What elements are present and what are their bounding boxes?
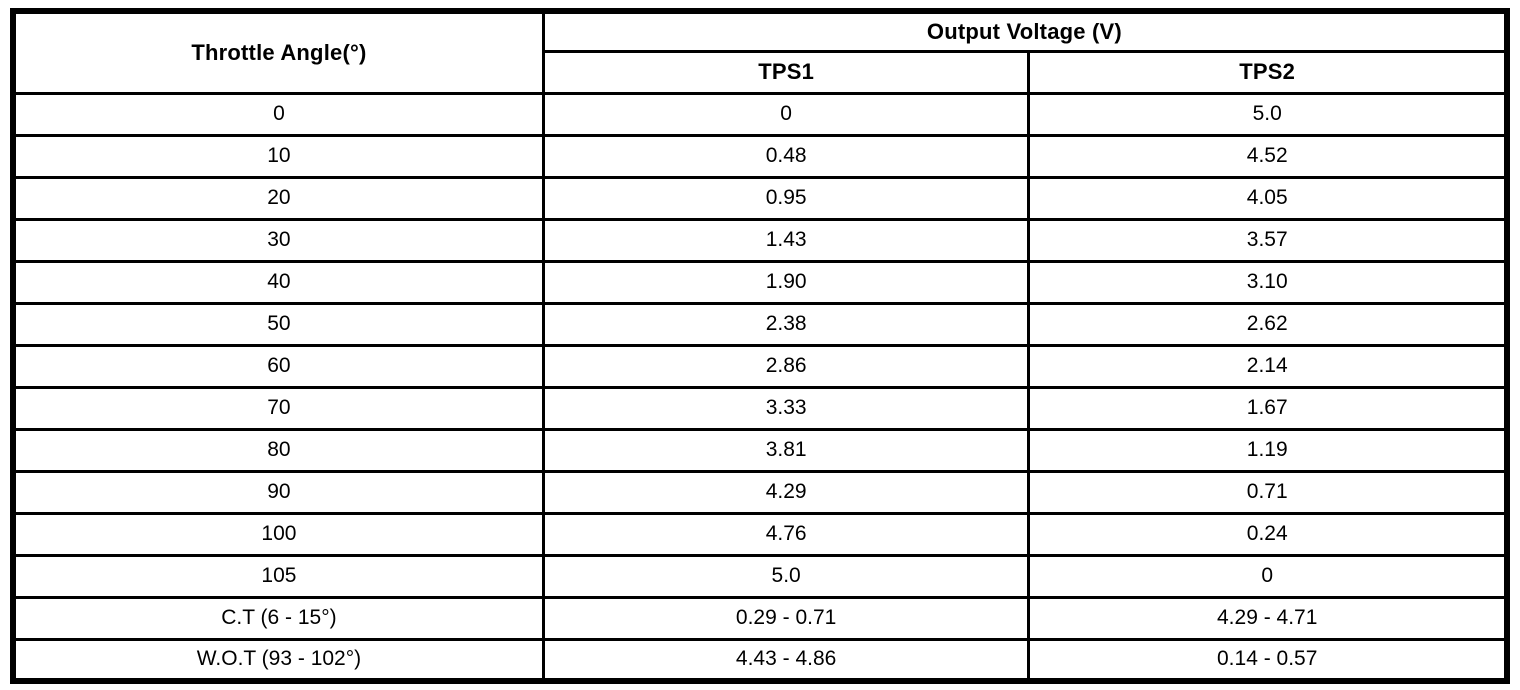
tps2-cell: 0.71: [1027, 469, 1509, 515]
table-row: 20 0.95 4.05: [11, 175, 1509, 221]
table-row: 40 1.90 3.10: [11, 259, 1509, 305]
angle-cell: 0: [11, 91, 545, 137]
table-row: 70 3.33 1.67: [11, 385, 1509, 431]
table-row: 30 1.43 3.57: [11, 217, 1509, 263]
angle-cell: W.O.T (93 - 102°): [11, 637, 545, 683]
tps2-cell: 3.57: [1027, 217, 1509, 263]
table-row: C.T (6 - 15°) 0.29 - 0.71 4.29 - 4.71: [11, 595, 1509, 641]
header-group-row: Throttle Angle(°) Output Voltage (V): [11, 9, 1509, 95]
tps1-cell: 5.0: [541, 553, 1031, 599]
tps2-cell: 2.62: [1027, 301, 1509, 347]
table-row: W.O.T (93 - 102°) 4.43 - 4.86 0.14 - 0.57: [11, 637, 1509, 683]
table-row: 60 2.86 2.14: [11, 343, 1509, 389]
table-row: 105 5.0 0: [11, 553, 1509, 599]
tps1-cell: 1.43: [541, 217, 1031, 263]
throttle-angle-header: Throttle Angle(°): [11, 9, 545, 95]
table-row: 100 4.76 0.24: [11, 511, 1509, 557]
angle-cell: 105: [11, 553, 545, 599]
tps2-header: TPS2: [1027, 49, 1509, 95]
tps-voltage-table: Throttle Angle(°) Output Voltage (V) TPS…: [10, 8, 1510, 684]
tps1-cell: 2.38: [541, 301, 1031, 347]
tps1-cell: 4.29: [541, 469, 1031, 515]
tps2-cell: 5.0: [1027, 91, 1509, 137]
tps2-cell: 3.10: [1027, 259, 1509, 305]
tps1-cell: 4.43 - 4.86: [541, 637, 1031, 683]
tps1-cell: 2.86: [541, 343, 1031, 389]
table-container: Throttle Angle(°) Output Voltage (V) TPS…: [10, 8, 1510, 684]
tps1-cell: 3.33: [541, 385, 1031, 431]
angle-cell: 100: [11, 511, 545, 557]
tps2-cell: 1.67: [1027, 385, 1509, 431]
tps1-cell: 0.48: [541, 133, 1031, 179]
table-row: 80 3.81 1.19: [11, 427, 1509, 473]
table-header: Throttle Angle(°) Output Voltage (V) TPS…: [11, 9, 1509, 95]
tps1-cell: 3.81: [541, 427, 1031, 473]
tps2-cell: 0: [1027, 553, 1509, 599]
table-row: 90 4.29 0.71: [11, 469, 1509, 515]
tps2-cell: 1.19: [1027, 427, 1509, 473]
angle-cell: 20: [11, 175, 545, 221]
tps1-cell: 0: [541, 91, 1031, 137]
tps2-cell: 4.52: [1027, 133, 1509, 179]
tps1-header: TPS1: [541, 49, 1031, 95]
table-body: 0 0 5.0 10 0.48 4.52 20 0.95 4.05 30 1.43 3.57 40 1.9…: [11, 91, 1509, 683]
tps2-cell: 0.24: [1027, 511, 1509, 557]
angle-cell: 90: [11, 469, 545, 515]
angle-cell: 70: [11, 385, 545, 431]
tps1-cell: 4.76: [541, 511, 1031, 557]
angle-cell: 40: [11, 259, 545, 305]
tps2-cell: 2.14: [1027, 343, 1509, 389]
angle-cell: 30: [11, 217, 545, 263]
tps2-cell: 4.29 - 4.71: [1027, 595, 1509, 641]
angle-cell: 60: [11, 343, 545, 389]
tps1-cell: 1.90: [541, 259, 1031, 305]
angle-cell: C.T (6 - 15°): [11, 595, 545, 641]
angle-cell: 10: [11, 133, 545, 179]
header-sub-row: TPS1 TPS2: [13, 49, 1509, 95]
tps1-cell: 0.29 - 0.71: [541, 595, 1031, 641]
table-row: 10 0.48 4.52: [11, 133, 1509, 179]
tps1-cell: 0.95: [541, 175, 1031, 221]
angle-cell: 50: [11, 301, 545, 347]
angle-cell: 80: [11, 427, 545, 473]
table-row: 0 0 5.0: [11, 91, 1509, 137]
tps2-cell: 4.05: [1027, 175, 1509, 221]
output-voltage-header: Output Voltage (V): [541, 9, 1509, 53]
table-row: 50 2.38 2.62: [11, 301, 1509, 347]
tps2-cell: 0.14 - 0.57: [1027, 637, 1509, 683]
